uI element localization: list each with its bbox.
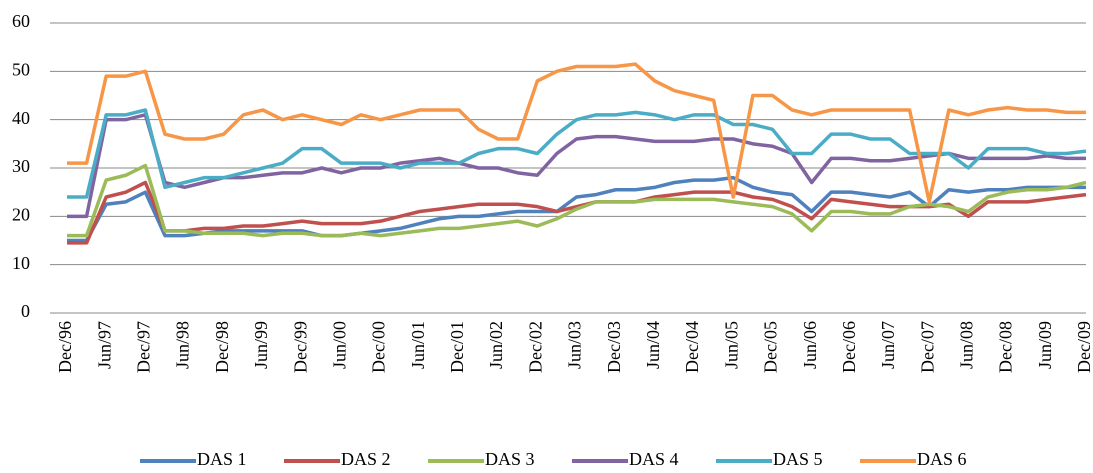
x-tick-label: Dec/03 <box>604 321 624 373</box>
y-tick-label: 30 <box>12 156 30 176</box>
x-tick-label: Jun/04 <box>643 321 663 369</box>
x-tick-label: Jun/05 <box>721 321 741 369</box>
series-line <box>67 108 1087 199</box>
legend-label: DAS 3 <box>485 449 535 469</box>
series-line <box>67 62 1086 204</box>
series-line <box>67 163 1087 238</box>
x-tick-label: Dec/07 <box>917 321 937 373</box>
x-tick-label: Jun/07 <box>878 321 898 369</box>
x-tick-label: Dec/98 <box>212 321 232 373</box>
x-tick-label: Jun/09 <box>1035 321 1055 369</box>
y-tick-label: 10 <box>12 253 30 273</box>
x-tick-label: Jun/98 <box>173 321 193 369</box>
y-tick-label: 20 <box>12 204 30 224</box>
x-tick-label: Dec/96 <box>55 321 75 373</box>
x-tick-label: Jun/01 <box>408 321 428 369</box>
series-line <box>67 175 1086 243</box>
legend-label: DAS 5 <box>773 449 823 469</box>
x-tick-label: Dec/99 <box>290 321 310 373</box>
x-tick-label: Jun/06 <box>800 321 820 369</box>
x-tick-label: Dec/02 <box>525 321 545 373</box>
x-tick-label: Jun/99 <box>251 321 271 369</box>
x-tick-label: Dec/06 <box>839 321 859 373</box>
x-tick-label: Dec/04 <box>682 321 702 373</box>
legend-label: DAS 2 <box>341 449 391 469</box>
x-tick-label: Jun/97 <box>94 321 114 369</box>
legend-label: DAS 1 <box>197 449 247 469</box>
x-tick-label: Dec/97 <box>134 321 154 373</box>
x-tick-label: Dec/00 <box>369 321 389 373</box>
legend-label: DAS 6 <box>917 449 967 469</box>
x-tick-label: Jun/02 <box>486 321 506 369</box>
y-tick-label: 60 <box>12 11 30 31</box>
y-tick-label: 40 <box>12 108 30 128</box>
x-tick-label: Dec/05 <box>761 321 781 373</box>
x-tick-label: Jun/00 <box>329 321 349 369</box>
legend-label: DAS 4 <box>629 449 679 469</box>
x-tick-label: Dec/08 <box>996 321 1016 373</box>
x-tick-label: Jun/08 <box>957 321 977 369</box>
y-tick-label: 50 <box>12 59 30 79</box>
y-tick-label: 0 <box>21 301 30 321</box>
x-tick-label: Dec/09 <box>1074 321 1093 373</box>
x-tick-label: Dec/01 <box>447 321 467 373</box>
x-tick-label: Jun/03 <box>565 321 585 369</box>
series-line <box>67 113 1086 219</box>
